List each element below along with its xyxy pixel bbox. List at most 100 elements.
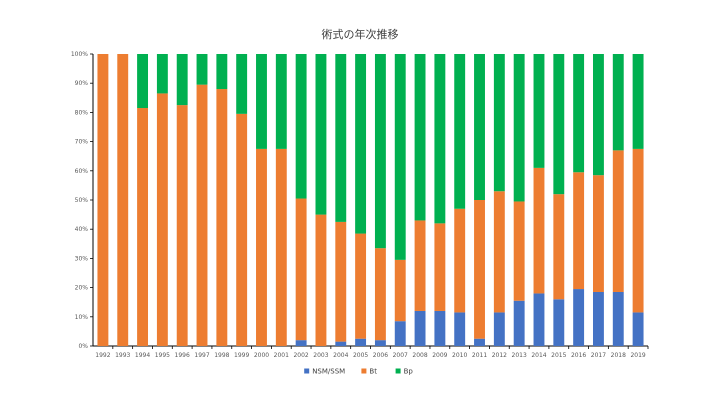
x-tick-label: 1994 (135, 352, 150, 359)
x-tick-label: 2012 (492, 352, 507, 359)
x-tick-label: 2018 (611, 352, 626, 359)
bar-segment (156, 93, 168, 346)
y-tick-label: 60% (75, 168, 89, 175)
legend: NSM/SSM Bt Bp (304, 368, 413, 376)
bar-segment (474, 200, 485, 339)
bar-segment (216, 54, 228, 90)
y-tick-label: 90% (75, 80, 89, 87)
bar-segment (533, 167, 545, 294)
bar-segment (434, 54, 446, 224)
bar-segment (434, 223, 446, 311)
x-tick-label: 1996 (175, 352, 190, 359)
x-tick-label: 2009 (432, 352, 447, 359)
bar-segment (196, 54, 208, 85)
bar-segment (414, 54, 426, 221)
bar-segment (632, 148, 644, 313)
y-tick-label: 40% (75, 226, 89, 233)
bar-segment (592, 175, 604, 292)
y-tick-label: 0% (78, 343, 88, 350)
bar-segment (414, 310, 426, 346)
bar-segment (176, 54, 188, 106)
bar-segment (474, 54, 485, 200)
bar-segment (454, 312, 466, 346)
bar-segment (335, 221, 347, 342)
x-tick-label: 1998 (214, 352, 229, 359)
x-tick-label: 2001 (274, 352, 289, 359)
y-tick-label: 100% (71, 51, 88, 58)
bar-segment (315, 54, 327, 215)
x-tick-label: 2008 (412, 352, 427, 359)
bar-segment (295, 54, 307, 199)
bar-segment (315, 214, 327, 346)
x-tick-label: 2003 (313, 352, 328, 359)
bar-segment (493, 312, 505, 346)
bar-segment (573, 289, 585, 346)
bar-segment (553, 299, 565, 346)
bar-segment (513, 300, 525, 346)
bar-segment (355, 54, 367, 234)
bar-segment (612, 54, 624, 151)
bar-segment (573, 172, 585, 290)
y-tick-label: 20% (75, 285, 89, 292)
x-tick-label: 1993 (115, 352, 130, 359)
y-tick-label: 70% (75, 139, 89, 146)
x-tick-label: 2006 (373, 352, 388, 359)
x-tick-label: 2005 (353, 352, 368, 359)
y-tick-label: 80% (75, 109, 89, 116)
bar-segment (216, 89, 228, 346)
x-tick-label: 2010 (452, 352, 467, 359)
bar-segment (553, 194, 565, 300)
bar-segment (394, 54, 406, 260)
bar-segment (592, 291, 604, 346)
bar-segment (553, 54, 565, 195)
bar-segment (275, 54, 287, 149)
bar-segment (196, 84, 208, 346)
x-tick-label: 1995 (155, 352, 170, 359)
bar-segment (374, 248, 386, 341)
bar-segment (156, 54, 168, 94)
x-tick-label: 2016 (571, 352, 586, 359)
x-tick-label: 2007 (393, 352, 408, 359)
bar-segment (513, 201, 525, 301)
bar-segment (533, 293, 545, 346)
bar-segment (632, 312, 644, 346)
bar-segment (394, 259, 406, 322)
bar-segment (137, 54, 149, 109)
bar-segment (454, 208, 466, 313)
legend-label: Bp (404, 368, 414, 376)
y-tick-label: 10% (75, 314, 89, 321)
bar-segment (335, 54, 347, 222)
bar-segment (493, 191, 505, 313)
x-tick-label: 1997 (194, 352, 209, 359)
bar-segment (374, 54, 386, 249)
bar-segment (632, 54, 644, 149)
legend-swatch (304, 368, 310, 374)
bar-segment (275, 148, 287, 346)
legend-swatch (395, 368, 401, 374)
x-tick-label: 1992 (95, 352, 110, 359)
bar-segment (394, 321, 406, 346)
bar-segment (236, 54, 248, 114)
legend-label: NSM/SSM (312, 368, 345, 376)
bar-segment (454, 54, 466, 209)
x-tick-label: 2019 (630, 352, 645, 359)
x-tick-label: 2002 (293, 352, 308, 359)
legend-swatch (361, 368, 367, 374)
bar-segment (612, 150, 624, 292)
bar-segment (434, 310, 446, 346)
y-tick-label: 30% (75, 255, 89, 262)
x-tick-label: 2013 (512, 352, 527, 359)
bar-segment (97, 54, 109, 346)
x-tick-label: 2014 (531, 352, 546, 359)
bar-segment (414, 220, 426, 311)
bar-segment (592, 54, 604, 176)
bar-segment (256, 54, 267, 149)
x-tick-label: 1999 (234, 352, 249, 359)
bar-segment (612, 291, 624, 346)
bar-segment (355, 338, 367, 346)
x-tick-label: 2000 (254, 352, 269, 359)
bar-segment (573, 54, 585, 173)
x-tick-label: 2004 (333, 352, 348, 359)
bar-segment (176, 105, 188, 346)
